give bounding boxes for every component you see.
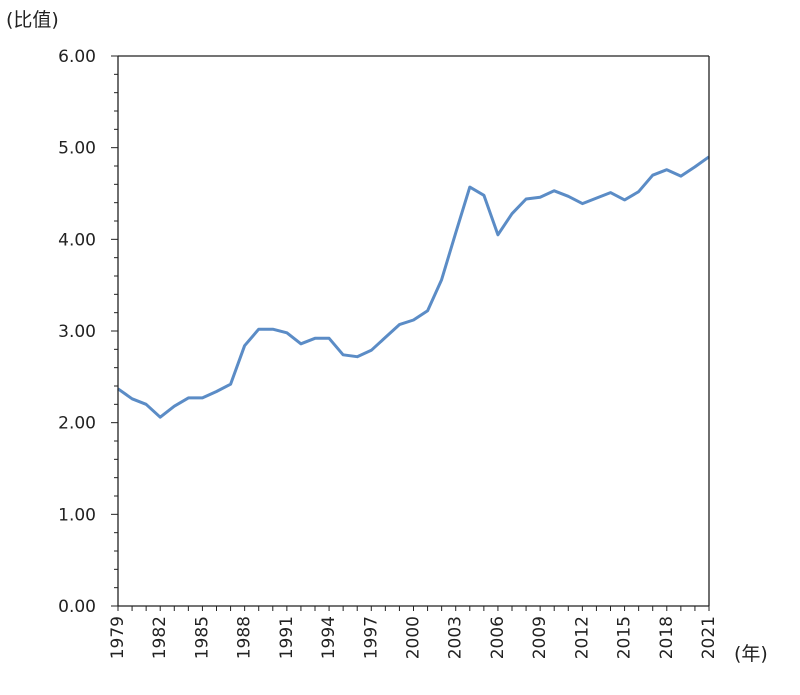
- series-line: [117, 155, 710, 419]
- y-tick-label: 5.00: [58, 139, 96, 159]
- y-minor-ticks: [111, 55, 118, 607]
- x-tick-label: 1982: [150, 616, 170, 659]
- x-minor-ticks: [117, 606, 710, 611]
- y-tick-label: 2.00: [58, 414, 96, 434]
- x-tick-label: 2012: [572, 616, 592, 659]
- y-tick-label: 1.00: [58, 505, 96, 525]
- x-tick-label: 1991: [277, 616, 297, 659]
- y-tick-label: 0.00: [58, 597, 96, 617]
- x-tick-label: 2009: [530, 616, 550, 659]
- x-tick-label: 2018: [657, 616, 677, 659]
- x-tick-label: 1997: [361, 616, 381, 659]
- x-axis-unit-label: (年): [734, 643, 768, 665]
- x-tick-label: 2003: [446, 616, 466, 659]
- x-tick-label: 2006: [488, 616, 508, 659]
- x-tick-label: 2021: [699, 616, 719, 659]
- x-tick-label: 1988: [235, 616, 255, 659]
- x-tick-labels: 1979 1982 1985 1988 1991 1994 1997 2000 2003 2006…: [108, 616, 719, 659]
- y-tick-label: 6.00: [58, 47, 96, 67]
- y-tick-labels: 0.00 1.00 2.00 3.00 4.00 5.00 6.00: [58, 47, 96, 617]
- x-tick-label: 1985: [192, 616, 212, 659]
- y-tick-label: 4.00: [58, 230, 96, 250]
- x-tick-label: 2015: [615, 616, 635, 659]
- y-tick-label: 3.00: [58, 322, 96, 342]
- x-tick-label: 2000: [404, 616, 424, 659]
- y-axis-unit-label: (比值): [6, 9, 59, 31]
- x-tick-label: 1994: [319, 616, 339, 659]
- x-tick-label: 1979: [108, 616, 128, 659]
